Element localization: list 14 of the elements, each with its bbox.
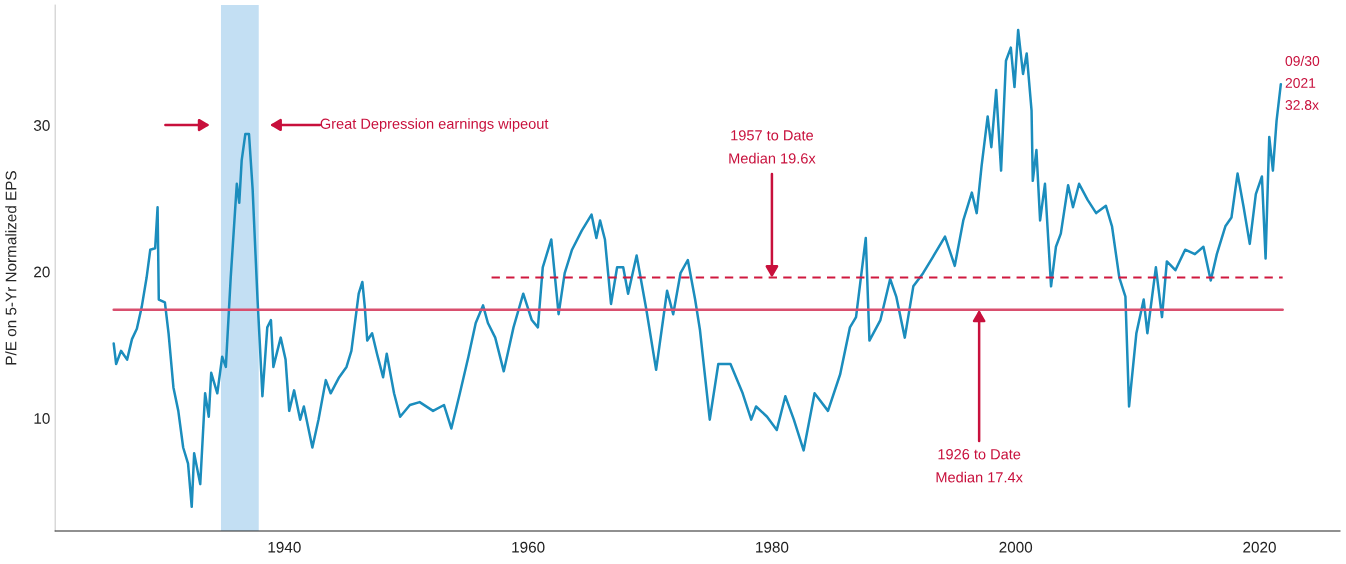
annotation: 1926 to Date Median 17.4x xyxy=(936,449,1023,483)
x-tick-label: 2020 xyxy=(1243,541,1276,553)
y-axis-title: P/E on 5-Yr Normalized EPS xyxy=(5,171,17,365)
annotation: 1957 to Date Median 19.6x xyxy=(729,130,816,164)
y-tick-label: 30 xyxy=(33,120,50,131)
annotation: Great Depression earnings wipeout xyxy=(320,118,549,132)
x-tick-label: 1940 xyxy=(268,541,301,553)
line-series xyxy=(112,28,1283,509)
y-tick-label: 20 xyxy=(34,266,50,278)
x-tick-label: 2000 xyxy=(999,541,1033,553)
y-tick-label: 10 xyxy=(34,413,50,424)
x-tick-label: 1960 xyxy=(512,541,545,553)
annotation: 09/30 2021 32.8x xyxy=(1285,55,1320,110)
x-tick-label: 1980 xyxy=(756,541,789,553)
